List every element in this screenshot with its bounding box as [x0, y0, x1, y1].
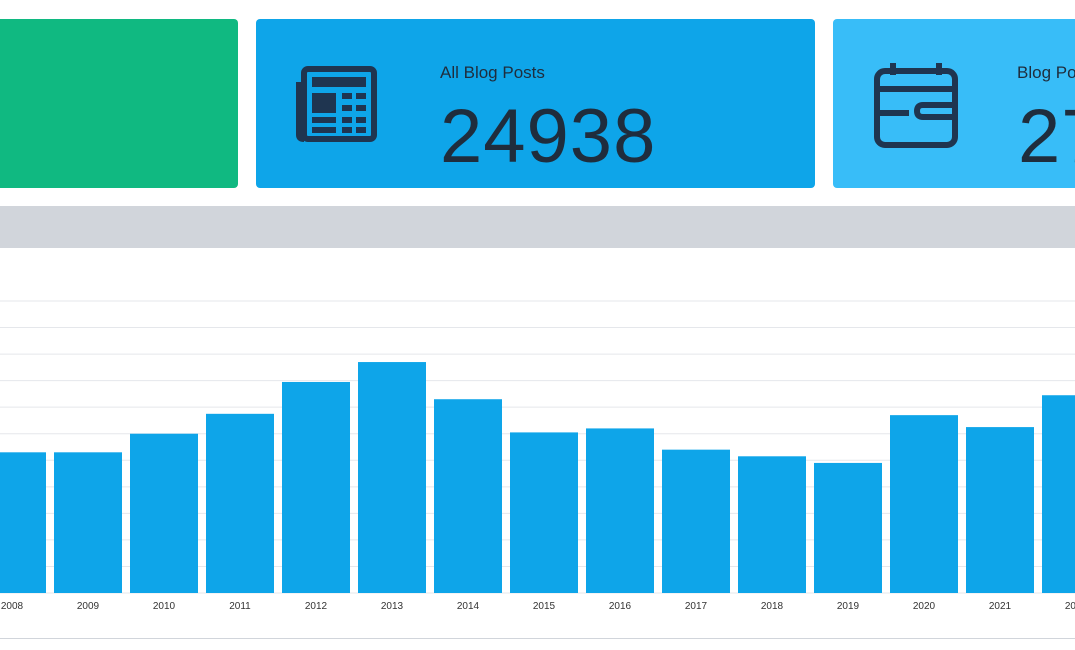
x-tick-label: 2017: [685, 601, 708, 612]
bar: [966, 427, 1034, 593]
x-tick-label: 2015: [533, 601, 556, 612]
card-blog-posts[interactable]: Blog Pos 27: [833, 19, 1075, 188]
bar: [282, 381, 350, 593]
x-tick-label: 2014: [457, 601, 480, 612]
bar-chart: 2008 2009 2010 2011 2012 2013 2014 2015 2016 2017…: [0, 300, 1075, 612]
bar: [814, 462, 882, 593]
bar: [206, 413, 274, 593]
x-tick-label: 2022: [1065, 601, 1075, 612]
bar: [662, 449, 730, 593]
x-tick-label: 2019: [837, 601, 860, 612]
bar: [358, 362, 426, 593]
x-tick-label: 2016: [609, 601, 632, 612]
x-tick-label: 2009: [77, 601, 100, 612]
calendar-icon: [874, 63, 958, 148]
card-value: 27: [1018, 94, 1075, 179]
x-tick-label: 2008: [1, 601, 24, 612]
x-tick-label: 2010: [153, 601, 176, 612]
bar: [890, 415, 958, 593]
x-tick-label: 2021: [989, 601, 1012, 612]
bar: [54, 452, 122, 593]
bar: [1042, 395, 1075, 593]
card-label: All Blog Posts: [440, 63, 545, 82]
x-tick-label: 2012: [305, 601, 328, 612]
bar: [738, 456, 806, 593]
card-value: 24938: [440, 94, 657, 179]
bar: [434, 399, 502, 593]
x-tick-label: 2020: [913, 601, 936, 612]
panel-header: [0, 206, 1075, 248]
panel-border: [0, 638, 1075, 639]
bar: [510, 432, 578, 593]
x-tick-label: 2013: [381, 601, 404, 612]
bar: [0, 452, 46, 593]
x-tick-label: 2018: [761, 601, 784, 612]
bar: [586, 428, 654, 593]
bar: [130, 433, 198, 593]
x-tick-label: 2011: [229, 601, 251, 612]
newspaper-icon: [296, 66, 377, 142]
card-all-posts[interactable]: All Blog Posts 24938: [256, 19, 815, 188]
card-label: Blog Pos: [1017, 63, 1075, 82]
card-green[interactable]: [0, 19, 238, 188]
